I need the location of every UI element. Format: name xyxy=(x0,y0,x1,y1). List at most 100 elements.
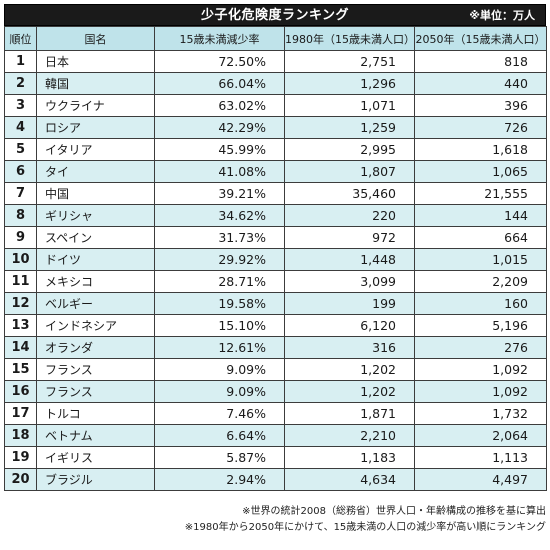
cell-rate: 15.10% xyxy=(154,314,285,337)
header-1980: 1980年（15歳未満人口） xyxy=(284,26,415,51)
cell-1980: 1,202 xyxy=(284,380,415,403)
cell-1980: 199 xyxy=(284,292,415,315)
table-row: 1 日本 72.50% 2,751 818 xyxy=(4,50,547,73)
cell-country: メキシコ xyxy=(36,270,155,293)
table-row: 17 トルコ 7.46% 1,871 1,732 xyxy=(4,402,547,425)
table-row: 12 ベルギー 19.58% 199 160 xyxy=(4,292,547,315)
cell-rank: 2 xyxy=(4,72,37,95)
cell-rank: 15 xyxy=(4,358,37,381)
table-row: 3 ウクライナ 63.02% 1,071 396 xyxy=(4,94,547,117)
cell-country: スペイン xyxy=(36,226,155,249)
table-row: 11 メキシコ 28.71% 3,099 2,209 xyxy=(4,270,547,293)
table-row: 20 ブラジル 2.94% 4,634 4,497 xyxy=(4,468,547,491)
cell-country: ウクライナ xyxy=(36,94,155,117)
cell-rank: 3 xyxy=(4,94,37,117)
cell-rank: 1 xyxy=(4,50,37,73)
footnote-method: ※1980年から2050年にかけて、15歳未満の人口の減少率が高い順にランキング xyxy=(184,522,546,533)
header-2050: 2050年（15歳未満人口） xyxy=(414,26,547,51)
cell-1980: 6,120 xyxy=(284,314,415,337)
cell-country: ベトナム xyxy=(36,424,155,447)
cell-2050: 276 xyxy=(414,336,547,359)
table-title: 少子化危険度ランキング xyxy=(200,8,350,23)
cell-rate: 28.71% xyxy=(154,270,285,293)
cell-country: ブラジル xyxy=(36,468,155,491)
cell-rate: 63.02% xyxy=(154,94,285,117)
cell-1980: 1,259 xyxy=(284,116,415,139)
cell-country: イタリア xyxy=(36,138,155,161)
cell-rank: 20 xyxy=(4,468,37,491)
table-row: 18 ベトナム 6.64% 2,210 2,064 xyxy=(4,424,547,447)
cell-rank: 19 xyxy=(4,446,37,469)
cell-rate: 72.50% xyxy=(154,50,285,73)
cell-rank: 6 xyxy=(4,160,37,183)
cell-1980: 316 xyxy=(284,336,415,359)
cell-rate: 45.99% xyxy=(154,138,285,161)
title-bar: 少子化危険度ランキング ※単位：万人 xyxy=(4,4,546,26)
cell-2050: 818 xyxy=(414,50,547,73)
cell-rank: 9 xyxy=(4,226,37,249)
cell-1980: 1,871 xyxy=(284,402,415,425)
cell-country: トルコ xyxy=(36,402,155,425)
unit-note: ※単位：万人 xyxy=(469,9,535,22)
cell-country: 中国 xyxy=(36,182,155,205)
cell-1980: 1,807 xyxy=(284,160,415,183)
cell-2050: 2,064 xyxy=(414,424,547,447)
cell-rank: 13 xyxy=(4,314,37,337)
table-row: 14 オランダ 12.61% 316 276 xyxy=(4,336,547,359)
cell-rate: 9.09% xyxy=(154,358,285,381)
cell-1980: 3,099 xyxy=(284,270,415,293)
cell-rate: 31.73% xyxy=(154,226,285,249)
table-row: 7 中国 39.21% 35,460 21,555 xyxy=(4,182,547,205)
cell-rank: 5 xyxy=(4,138,37,161)
header-rate: 15歳未満減少率 xyxy=(154,26,285,51)
cell-country: フランス xyxy=(36,380,155,403)
cell-2050: 1,092 xyxy=(414,380,547,403)
cell-2050: 1,113 xyxy=(414,446,547,469)
table-row: 9 スペイン 31.73% 972 664 xyxy=(4,226,547,249)
cell-rate: 42.29% xyxy=(154,116,285,139)
cell-rank: 14 xyxy=(4,336,37,359)
cell-rate: 7.46% xyxy=(154,402,285,425)
cell-rate: 29.92% xyxy=(154,248,285,271)
ranking-table: 順位 国名 15歳未満減少率 1980年（15歳未満人口） 2050年（15歳未… xyxy=(4,26,547,491)
cell-rate: 12.61% xyxy=(154,336,285,359)
header-country: 国名 xyxy=(36,26,155,51)
cell-2050: 1,015 xyxy=(414,248,547,271)
table-row: 2 韓国 66.04% 1,296 440 xyxy=(4,72,547,95)
cell-rank: 4 xyxy=(4,116,37,139)
cell-2050: 21,555 xyxy=(414,182,547,205)
cell-rate: 2.94% xyxy=(154,468,285,491)
cell-country: イギリス xyxy=(36,446,155,469)
cell-country: ベルギー xyxy=(36,292,155,315)
cell-2050: 396 xyxy=(414,94,547,117)
ranking-table-card: 少子化危険度ランキング ※単位：万人 順位 国名 15歳未満減少率 1980年（… xyxy=(4,4,547,491)
cell-2050: 664 xyxy=(414,226,547,249)
cell-country: インドネシア xyxy=(36,314,155,337)
cell-country: 日本 xyxy=(36,50,155,73)
cell-1980: 2,210 xyxy=(284,424,415,447)
cell-rank: 18 xyxy=(4,424,37,447)
table-row: 15 フランス 9.09% 1,202 1,092 xyxy=(4,358,547,381)
cell-1980: 1,183 xyxy=(284,446,415,469)
cell-2050: 4,497 xyxy=(414,468,547,491)
table-row: 19 イギリス 5.87% 1,183 1,113 xyxy=(4,446,547,469)
table-row: 13 インドネシア 15.10% 6,120 5,196 xyxy=(4,314,547,337)
cell-country: ドイツ xyxy=(36,248,155,271)
cell-rate: 9.09% xyxy=(154,380,285,403)
cell-rank: 12 xyxy=(4,292,37,315)
cell-1980: 220 xyxy=(284,204,415,227)
cell-rate: 39.21% xyxy=(154,182,285,205)
cell-2050: 160 xyxy=(414,292,547,315)
cell-rank: 8 xyxy=(4,204,37,227)
cell-2050: 1,618 xyxy=(414,138,547,161)
cell-rank: 10 xyxy=(4,248,37,271)
cell-country: ギリシャ xyxy=(36,204,155,227)
cell-2050: 1,065 xyxy=(414,160,547,183)
cell-2050: 1,092 xyxy=(414,358,547,381)
table-row: 16 フランス 9.09% 1,202 1,092 xyxy=(4,380,547,403)
header-row: 順位 国名 15歳未満減少率 1980年（15歳未満人口） 2050年（15歳未… xyxy=(4,26,547,51)
cell-country: 韓国 xyxy=(36,72,155,95)
cell-1980: 35,460 xyxy=(284,182,415,205)
cell-country: ロシア xyxy=(36,116,155,139)
cell-rank: 16 xyxy=(4,380,37,403)
